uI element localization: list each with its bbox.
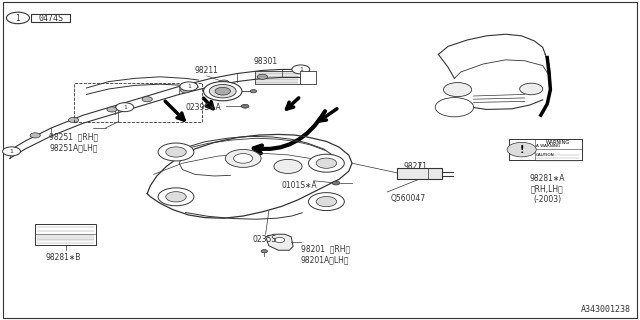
Text: CAUTION: CAUTION (536, 153, 555, 157)
Text: 0239S∗A: 0239S∗A (185, 103, 221, 112)
Text: 0474S: 0474S (38, 14, 63, 23)
Text: 98281∗B: 98281∗B (45, 253, 81, 262)
Circle shape (275, 237, 285, 243)
Circle shape (166, 147, 186, 157)
Text: 1: 1 (10, 149, 13, 154)
Circle shape (332, 181, 340, 185)
Bar (74, 83, 202, 122)
Bar (397, 168, 442, 179)
Bar (300, 71, 316, 84)
Circle shape (215, 87, 230, 95)
Text: 98281∗A
〈RH,LH〉
(-2003): 98281∗A 〈RH,LH〉 (-2003) (529, 174, 565, 204)
Circle shape (520, 83, 543, 95)
Circle shape (316, 196, 337, 207)
Circle shape (241, 104, 249, 108)
Circle shape (250, 90, 257, 93)
Text: 98201  〈RH〉
98201A〈LH〉: 98201 〈RH〉 98201A〈LH〉 (301, 245, 350, 264)
Circle shape (180, 82, 198, 91)
Circle shape (3, 147, 20, 156)
Text: 1: 1 (187, 84, 191, 89)
Circle shape (274, 159, 302, 173)
Circle shape (444, 83, 472, 97)
Text: WARNING: WARNING (545, 140, 570, 146)
Circle shape (180, 88, 191, 93)
Text: A WARNING: A WARNING (536, 145, 560, 148)
Circle shape (292, 65, 310, 74)
Bar (509, 139, 582, 160)
Text: 98251  〈RH〉
98251A〈LH〉: 98251 〈RH〉 98251A〈LH〉 (49, 133, 98, 152)
Text: 1: 1 (123, 105, 127, 110)
Text: 98211: 98211 (195, 66, 219, 75)
Text: 98301: 98301 (253, 57, 278, 66)
Circle shape (209, 84, 236, 98)
Circle shape (30, 133, 40, 138)
Text: !: ! (520, 145, 524, 155)
Text: A343001238: A343001238 (580, 305, 630, 314)
Bar (31, 14, 70, 22)
Circle shape (257, 74, 268, 79)
Text: 0101S∗A: 0101S∗A (281, 181, 317, 190)
Text: 1: 1 (299, 67, 303, 72)
Circle shape (261, 250, 268, 253)
Circle shape (316, 158, 337, 168)
Circle shape (116, 103, 134, 112)
Circle shape (166, 192, 186, 202)
Circle shape (68, 117, 79, 123)
Circle shape (158, 188, 194, 206)
Circle shape (507, 142, 536, 157)
Text: 98271: 98271 (403, 162, 428, 171)
Text: 0235S: 0235S (253, 235, 277, 244)
Circle shape (107, 107, 117, 112)
Circle shape (204, 82, 242, 101)
Text: 1: 1 (15, 14, 20, 23)
Bar (35, 224, 96, 245)
Text: Q560047: Q560047 (390, 194, 426, 203)
Circle shape (219, 80, 229, 85)
Bar (255, 71, 300, 84)
Circle shape (308, 193, 344, 211)
Circle shape (142, 97, 152, 102)
Circle shape (158, 143, 194, 161)
Polygon shape (266, 234, 293, 250)
Circle shape (435, 98, 474, 117)
Circle shape (234, 154, 253, 163)
Circle shape (225, 149, 261, 167)
Circle shape (308, 154, 344, 172)
